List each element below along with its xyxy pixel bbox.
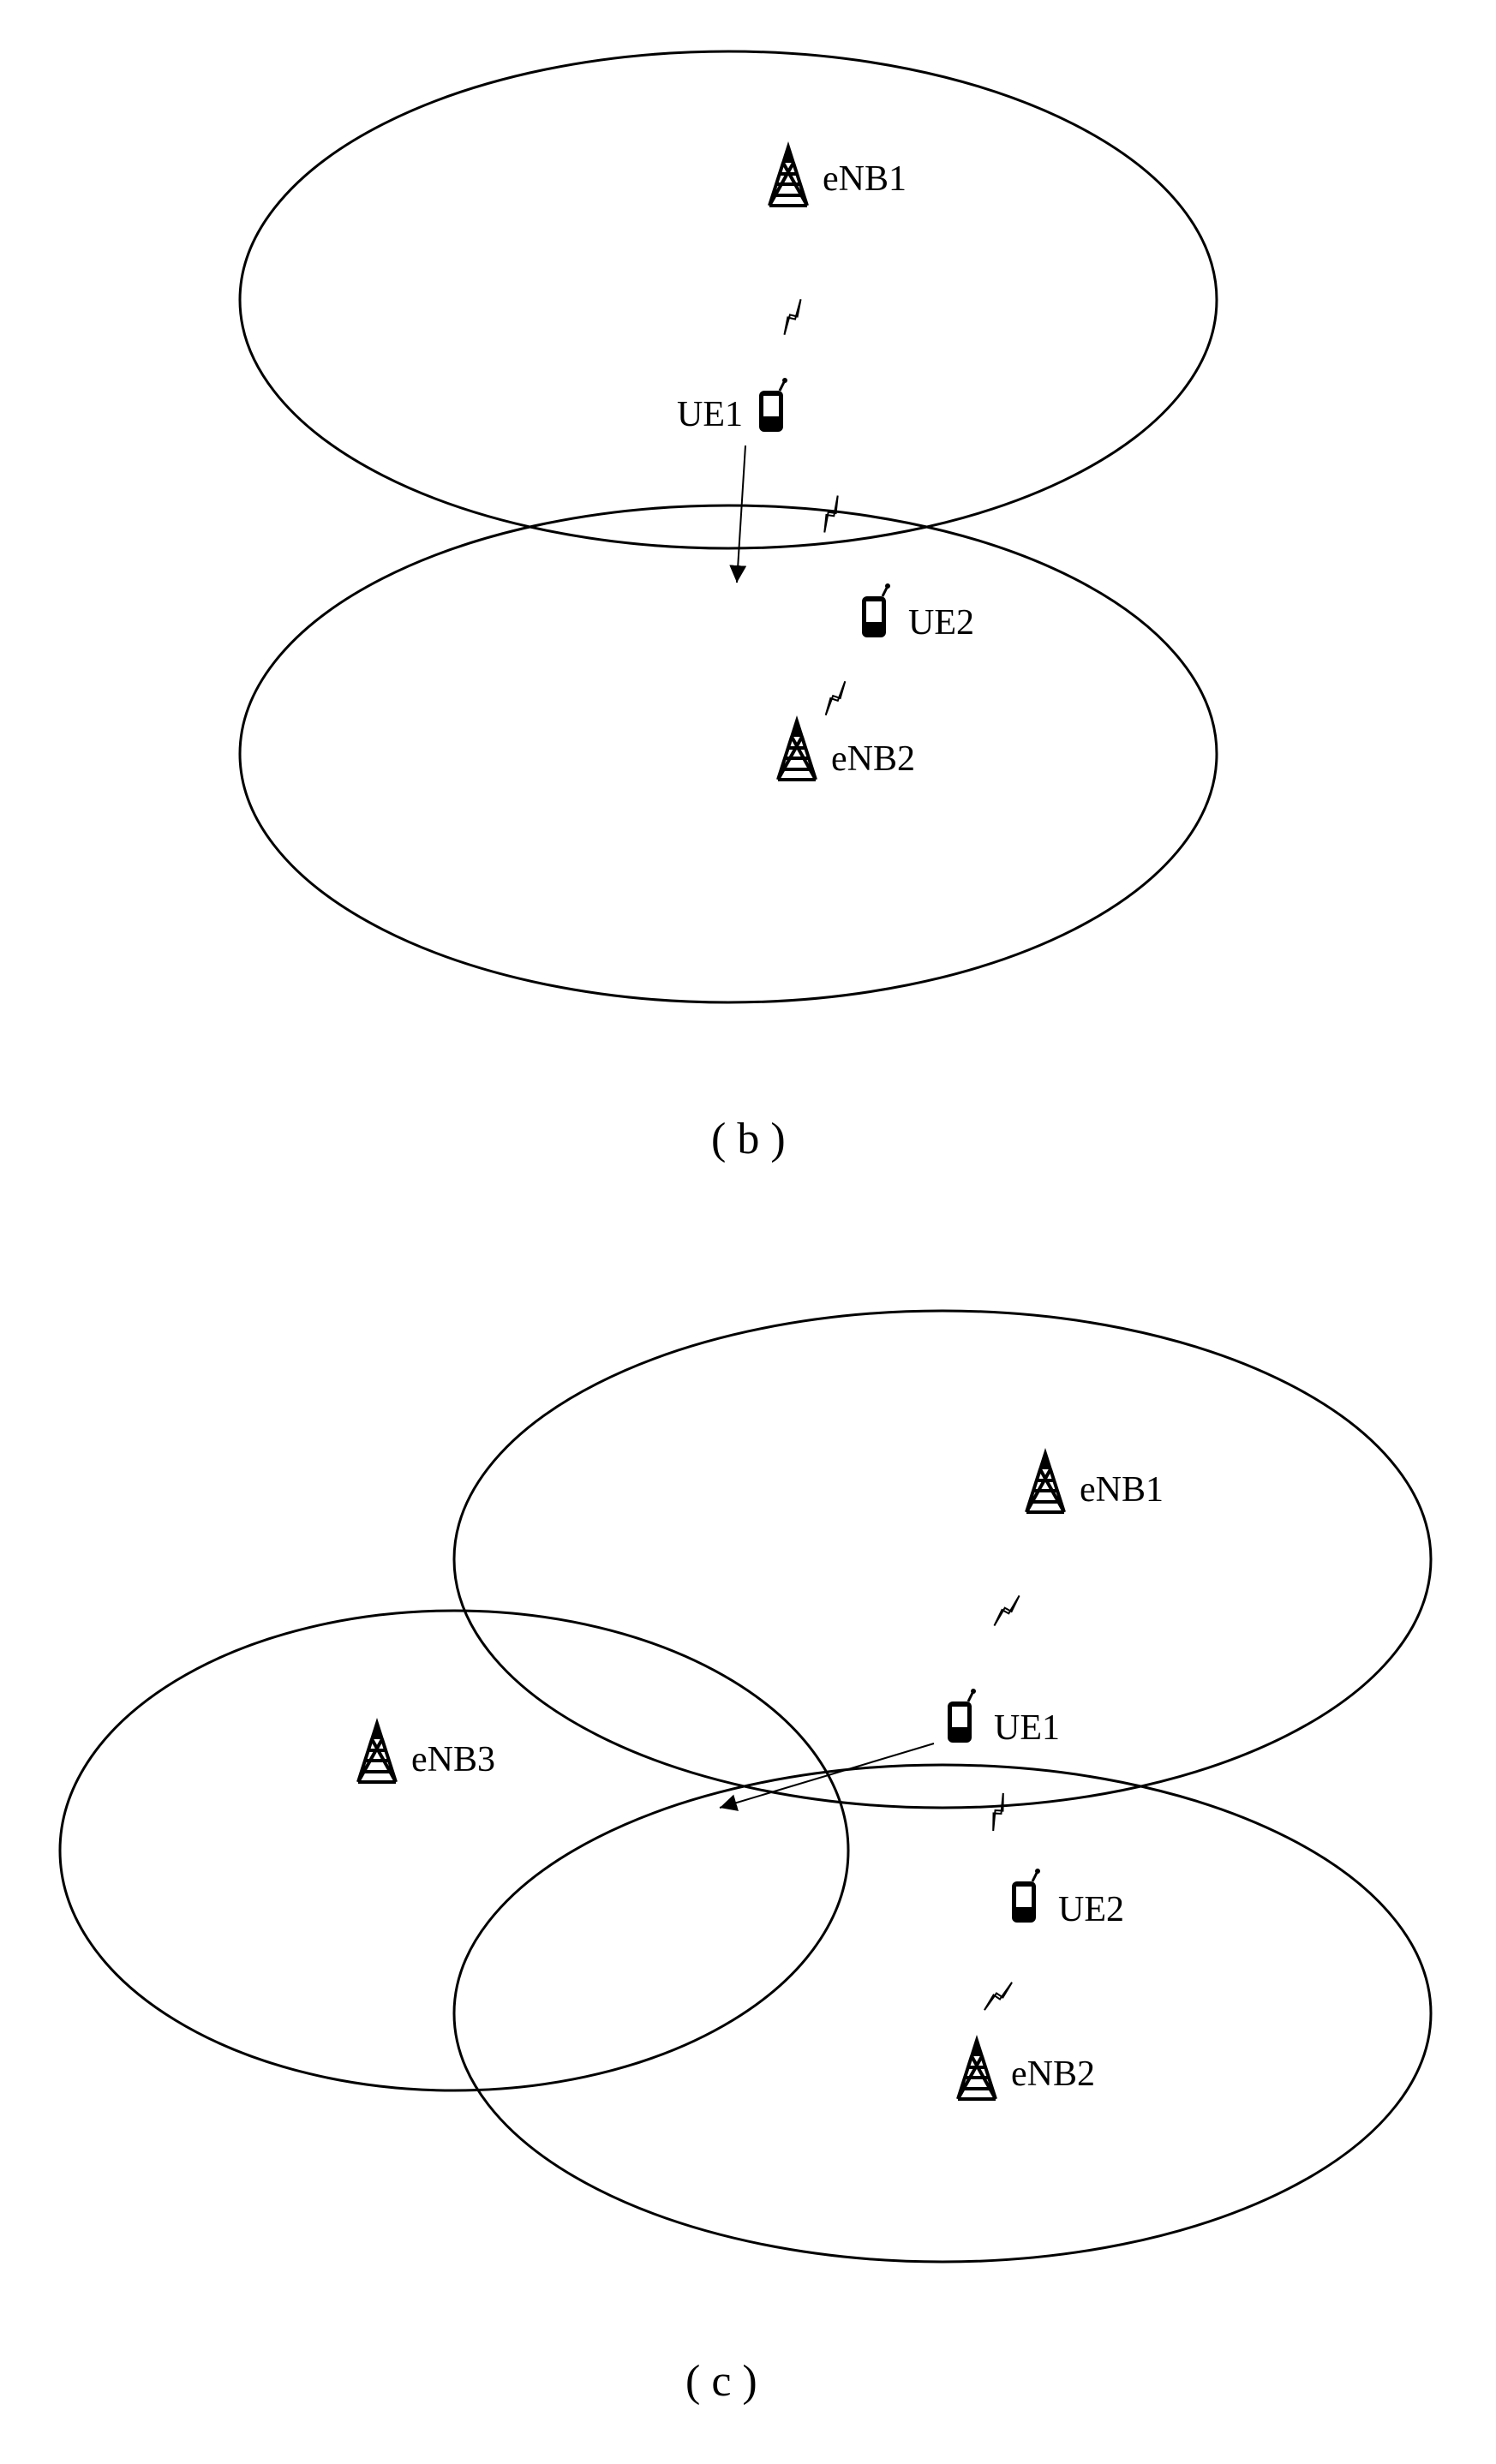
phone-ue1-icon [759,378,787,432]
diagram-c-svg [51,1268,1439,2425]
phone-ue1-c-icon [948,1689,976,1743]
label-enb2: eNB2 [831,739,915,780]
signal-enb1-ue1 [776,299,808,334]
label-ue1-c: UE1 [994,1707,1060,1749]
tower-enb2-c-icon [958,2035,996,2099]
phone-ue2-icon [862,583,890,637]
diagram-b: eNB1 eNB2 UE1 UE2 ( b ) [111,34,1354,1174]
cell-enb1-c [454,1311,1431,1808]
label-enb2-c: eNB2 [1011,2054,1095,2095]
tower-enb3-c-icon [358,1718,396,1782]
label-ue2: UE2 [908,602,974,643]
signal-enb2-ue2-c [979,1983,1017,2010]
diagram-b-svg [111,34,1354,1174]
label-ue1: UE1 [677,394,743,435]
cell-enb1 [240,51,1217,548]
tower-enb1-icon [769,141,807,206]
movement-arrow [737,446,745,583]
tower-enb1-c-icon [1026,1448,1064,1512]
label-enb1: eNB1 [823,158,907,200]
label-enb1-c: eNB1 [1080,1469,1164,1510]
caption-b: ( b ) [711,1114,786,1164]
cell-enb2 [240,505,1217,1002]
phone-ue2-c-icon [1012,1869,1040,1923]
signal-ue1-ue2 [816,496,846,533]
caption-c: ( c ) [685,2356,757,2407]
signal-enb1-ue1-c [989,1595,1026,1625]
tower-enb2-icon [778,715,816,780]
label-ue2-c: UE2 [1058,1889,1124,1930]
diagram-c: eNB1 eNB2 eNB3 UE1 UE2 ( c ) [51,1268,1439,2425]
signal-ue1-ue2-c [984,1793,1012,1831]
movement-arrow-c [720,1743,934,1808]
cell-enb2-c [454,1765,1431,2262]
signal-enb2-ue2 [818,681,853,715]
label-enb3-c: eNB3 [411,1739,495,1780]
